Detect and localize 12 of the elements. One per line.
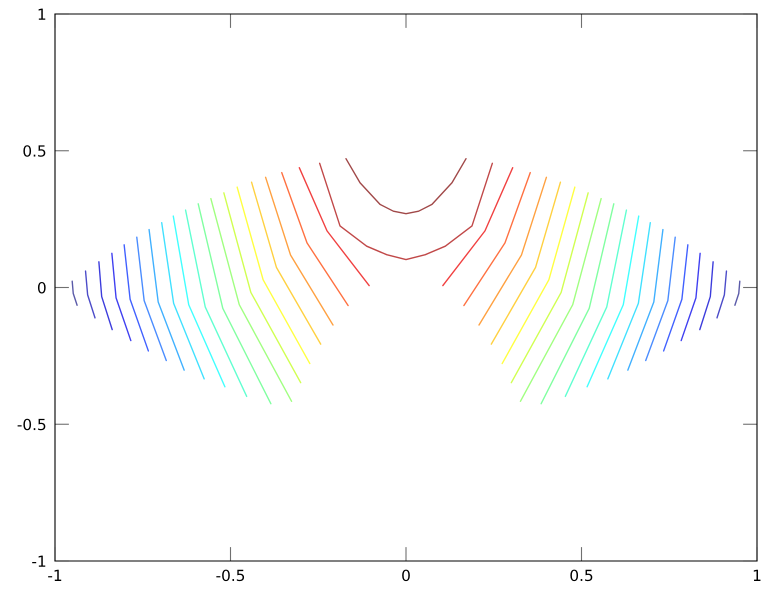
x-tick-label: -1 bbox=[48, 570, 62, 581]
y-tick-label: 1 bbox=[38, 8, 46, 20]
x-tick-label: 0 bbox=[402, 570, 410, 582]
line-series bbox=[318, 162, 494, 260]
x-tick-label: 0.5 bbox=[570, 570, 592, 582]
y-tick-label: -0.5 bbox=[18, 418, 46, 430]
y-tick-label: 0.5 bbox=[23, 145, 46, 157]
x-tick-label: 1 bbox=[754, 570, 760, 581]
y-tick-label: -1 bbox=[32, 556, 46, 567]
line-series bbox=[345, 158, 467, 214]
x-tick-label: -0.5 bbox=[216, 570, 244, 582]
y-tick-label: 0 bbox=[38, 282, 46, 294]
